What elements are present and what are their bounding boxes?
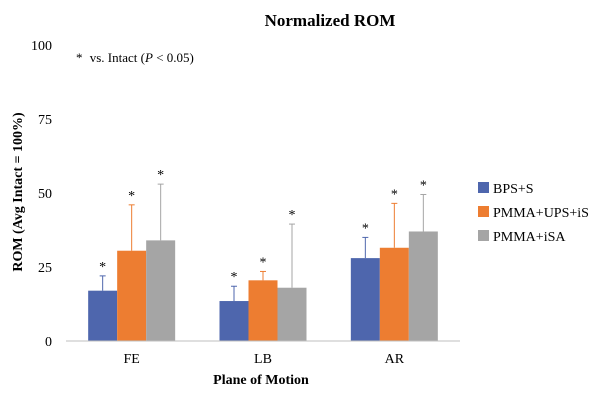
bar <box>117 250 147 341</box>
bar <box>277 287 307 341</box>
x-tick-label: LB <box>254 352 272 367</box>
x-axis-title: Plane of Motion <box>213 373 309 388</box>
error-bars-group <box>99 183 427 302</box>
bar <box>219 301 249 341</box>
significance-star-mark: * <box>128 189 135 204</box>
significance-stars-group: * * * * * * * * * <box>99 168 427 285</box>
legend-label: PMMA+iSA <box>493 230 566 245</box>
y-tick-label: 75 <box>38 113 52 128</box>
legend-swatch <box>478 230 489 241</box>
x-tick-label: AR <box>385 352 405 367</box>
bar <box>146 240 176 341</box>
bar <box>248 280 278 341</box>
significance-star-mark: * <box>362 221 369 236</box>
significance-note: * vs. Intact (P < 0.05) <box>76 50 194 65</box>
y-tick-label: 100 <box>31 39 52 54</box>
significance-star: * <box>76 50 83 65</box>
legend-swatch <box>478 206 489 217</box>
legend-label: PMMA+UPS+iS <box>493 206 589 221</box>
bar <box>408 231 438 341</box>
legend-label: BPS+S <box>493 182 534 197</box>
legend: BPS+S PMMA+UPS+iS PMMA+iSA <box>478 182 589 245</box>
chart-title: Normalized ROM <box>265 11 396 30</box>
y-tick-label: 0 <box>45 335 52 350</box>
significance-p-symbol: P <box>144 50 153 65</box>
x-axis-categories: FE LB AR <box>123 352 404 367</box>
significance-star-mark: * <box>289 208 296 223</box>
y-tick-label: 25 <box>38 261 52 276</box>
significance-star-mark: * <box>391 187 398 202</box>
significance-star-mark: * <box>260 255 267 270</box>
bars-group <box>88 231 438 341</box>
bar <box>379 247 409 341</box>
significance-star-mark: * <box>420 178 427 193</box>
significance-star-mark: * <box>231 270 238 285</box>
significance-suffix: < 0.05) <box>153 50 194 65</box>
y-tick-label: 50 <box>38 187 52 202</box>
legend-swatch <box>478 182 489 193</box>
significance-prefix: vs. Intact ( <box>90 50 145 65</box>
y-axis-ticks: 0 25 50 75 100 <box>31 39 52 350</box>
x-tick-label: FE <box>123 352 139 367</box>
y-axis-title: ROM (Avg Intact = 100%) <box>11 112 26 272</box>
significance-star-mark: * <box>99 260 106 275</box>
significance-star-mark: * <box>157 168 164 183</box>
bar <box>350 258 380 341</box>
bar <box>88 290 118 341</box>
